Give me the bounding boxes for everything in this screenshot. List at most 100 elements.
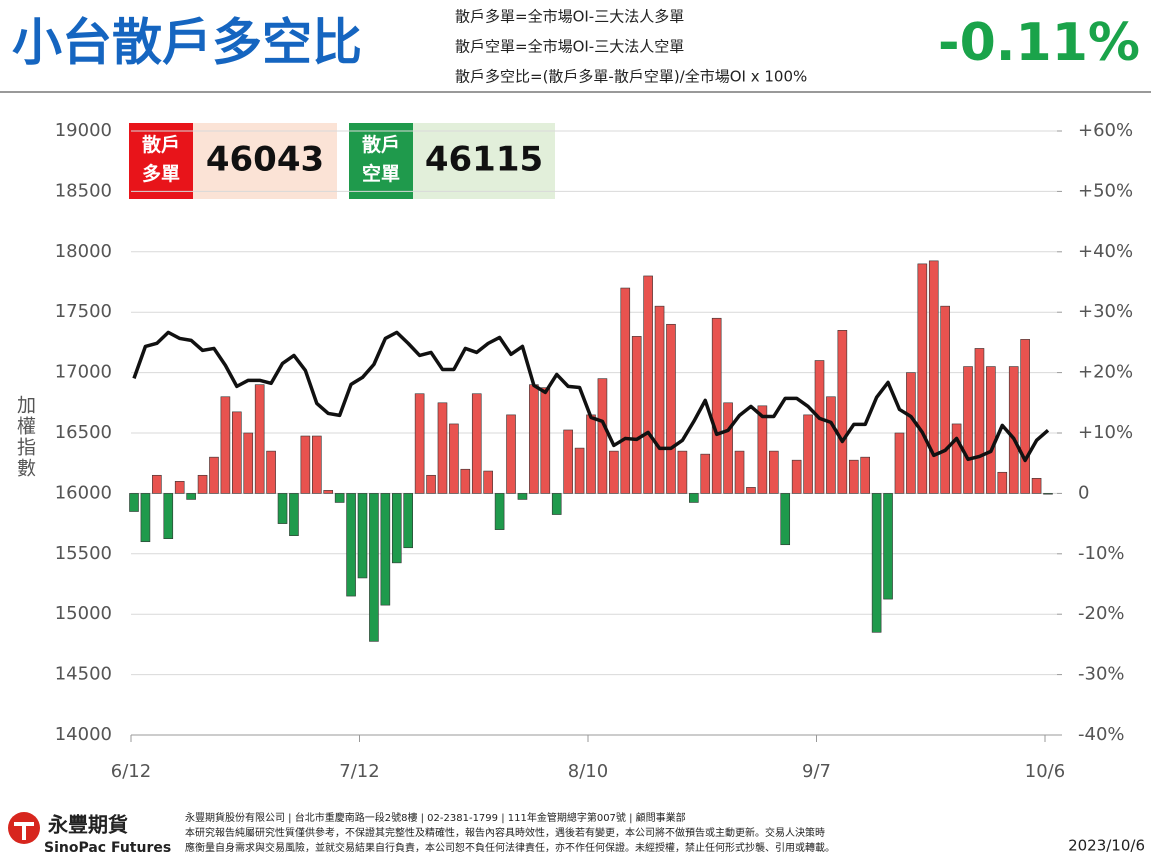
- bar: [551, 493, 562, 515]
- bar: [711, 317, 722, 494]
- title: 小台散戶多空比: [12, 14, 362, 72]
- bar: [152, 474, 162, 494]
- bar: [369, 493, 379, 642]
- bar: [700, 453, 711, 494]
- bar: [826, 396, 836, 494]
- note: 散戶空單=全市場OI-三大法人空單: [455, 38, 684, 56]
- bar: [426, 474, 436, 494]
- bar: [757, 405, 768, 494]
- bar: [723, 402, 733, 494]
- y-tick-label: 16000: [55, 482, 112, 503]
- bar: [803, 414, 813, 494]
- bar: [586, 414, 596, 494]
- long-label: 散戶多單: [141, 134, 180, 185]
- bar: [414, 393, 425, 494]
- date: 2023/10/6: [1068, 837, 1145, 855]
- bar: [780, 493, 791, 546]
- bar: [563, 429, 573, 494]
- bar: [848, 459, 859, 494]
- bar: [963, 366, 973, 494]
- y2-tick-label: -10%: [1078, 543, 1125, 564]
- bar: [186, 493, 196, 500]
- y-tick-label: 15000: [55, 603, 112, 624]
- x-tick-label: 6/12: [111, 761, 151, 782]
- short-label: 散戶空單: [361, 134, 400, 185]
- y2-tick-label: +40%: [1078, 241, 1133, 262]
- bar: [997, 471, 1008, 494]
- y-tick-label: 17500: [55, 301, 112, 322]
- bar: [928, 260, 939, 494]
- note: 散戶多單=全市場OI-三大法人多單: [455, 8, 684, 26]
- bar: [220, 396, 231, 494]
- bar: [951, 423, 962, 494]
- y-axis-label: 加權指數: [14, 395, 36, 479]
- bar: [654, 305, 665, 494]
- bar: [174, 481, 185, 494]
- bar: [1031, 477, 1042, 494]
- y-tick-label: 18500: [55, 180, 112, 201]
- bar: [620, 287, 631, 494]
- bar: [449, 423, 459, 494]
- x-tick-label: 9/7: [802, 761, 831, 782]
- bar: [403, 493, 414, 549]
- bar: [631, 336, 642, 494]
- bar: [277, 493, 288, 524]
- bar: [1043, 493, 1053, 495]
- bar: [243, 432, 254, 494]
- bar: [791, 459, 802, 494]
- footer-line: 應衡量自身需求與交易風險，並就交易結果自行負責，本公司恕不負任何法律責任，亦不作…: [185, 841, 835, 854]
- bar: [597, 378, 608, 494]
- bar: [643, 275, 653, 494]
- footer-line: 永豐期貨股份有限公司 | 台北市重慶南路一段2號8樓 | 02-2381-179…: [185, 811, 686, 824]
- bar: [906, 372, 916, 494]
- y2-tick-label: -20%: [1078, 603, 1125, 624]
- y2-tick-label: +20%: [1078, 362, 1133, 383]
- logo: [8, 812, 40, 844]
- footer-line: 本研究報告純屬研究性質僅供參考，不保證其完整性及精確性，報告內容具時效性，遇後若…: [185, 826, 825, 839]
- bar: [940, 305, 950, 494]
- bar: [1008, 366, 1019, 494]
- bar: [494, 493, 505, 530]
- y2-tick-label: +30%: [1078, 301, 1133, 322]
- y2-tick-label: +50%: [1078, 180, 1133, 201]
- bar: [768, 450, 779, 494]
- x-tick-label: 7/12: [339, 761, 379, 782]
- bar: [574, 447, 585, 494]
- y-tick-label: 16500: [55, 422, 112, 443]
- bar: [974, 348, 985, 494]
- bar: [689, 493, 699, 503]
- long-value: 46043: [206, 140, 324, 180]
- bar: [506, 414, 516, 494]
- short-value-box: [413, 123, 555, 199]
- y-tick-label: 15500: [55, 543, 112, 564]
- bar: [460, 468, 471, 494]
- bar: [734, 450, 745, 494]
- brand-en: SinoPac Futures: [44, 840, 171, 856]
- short-label-box: [349, 123, 413, 199]
- bar: [300, 435, 311, 494]
- y-tick-label: 17000: [55, 362, 112, 383]
- bar: [140, 493, 151, 543]
- bar: [391, 493, 402, 564]
- bar: [871, 493, 882, 633]
- y2-tick-label: -30%: [1078, 664, 1125, 685]
- y-tick-label: 14000: [55, 724, 112, 745]
- x-tick-label: 8/10: [568, 761, 608, 782]
- long-value-box: [193, 123, 337, 199]
- bar: [666, 323, 676, 494]
- bar: [529, 384, 539, 494]
- brand: 永豐期貨: [47, 813, 128, 837]
- bar: [346, 493, 356, 597]
- y-tick-label: 19000: [55, 120, 112, 141]
- bar: [471, 393, 482, 494]
- bar: [1020, 339, 1030, 494]
- y-tick-label: 18000: [55, 241, 112, 262]
- bar: [517, 493, 528, 500]
- bar: [540, 387, 551, 494]
- bar: [197, 474, 208, 494]
- bar: [254, 384, 265, 494]
- bar: [289, 493, 299, 536]
- bar: [209, 456, 219, 494]
- bar: [483, 470, 493, 494]
